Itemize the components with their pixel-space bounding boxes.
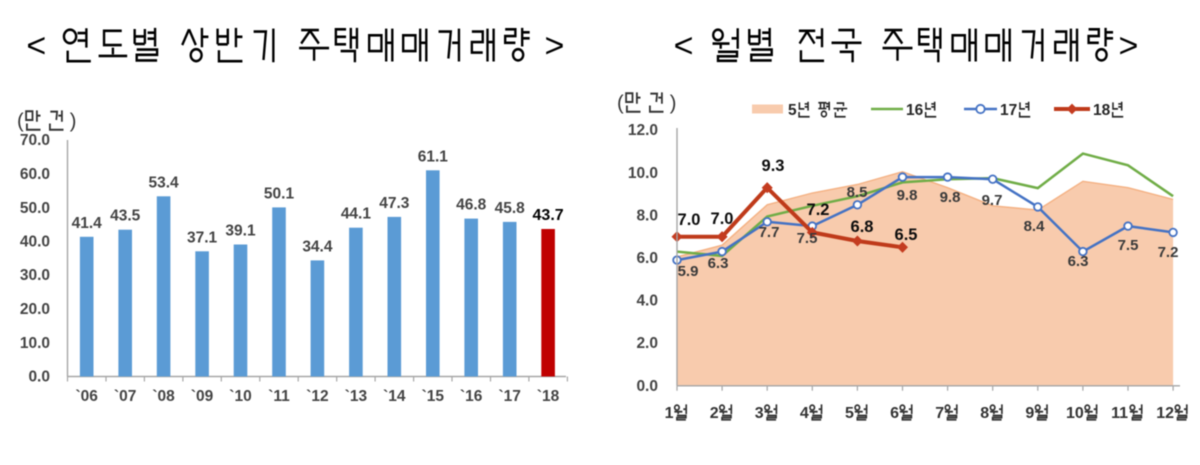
svg-text:): ) [70,111,77,133]
svg-text:0.0: 0.0 [28,369,50,386]
svg-text:47.3: 47.3 [379,195,410,212]
svg-text:7: 7 [935,405,944,422]
svg-text:`09: `09 [191,388,214,405]
svg-text:17: 17 [1000,102,1017,119]
svg-text:50.1: 50.1 [264,185,295,202]
svg-text:60.0: 60.0 [20,166,50,183]
svg-text:16: 16 [906,102,924,119]
svg-text:20.0: 20.0 [20,301,50,318]
svg-text:7.5: 7.5 [797,230,818,247]
svg-text:<: < [674,27,703,65]
svg-text:`07: `07 [114,388,136,405]
svg-text:`16: `16 [460,388,483,405]
svg-text:`12: `12 [306,388,328,405]
svg-text:7.2: 7.2 [807,201,830,219]
svg-text:5.9: 5.9 [678,263,699,280]
svg-text:9: 9 [1025,405,1034,422]
svg-text:`13: `13 [345,388,368,405]
svg-text:`18: `18 [537,388,560,405]
svg-text:8.4: 8.4 [1024,218,1046,235]
svg-text:39.1: 39.1 [225,223,256,240]
svg-text:6.3: 6.3 [1068,253,1089,270]
svg-text:8.5: 8.5 [847,184,868,201]
svg-text:6.0: 6.0 [636,250,658,267]
svg-text:9.3: 9.3 [762,157,785,175]
svg-text:7.5: 7.5 [1118,237,1139,254]
svg-text:3: 3 [755,405,764,422]
svg-text:12: 12 [1156,405,1174,422]
svg-text:53.4: 53.4 [149,174,180,191]
svg-text:44.1: 44.1 [341,206,372,223]
svg-text:9.7: 9.7 [982,192,1003,209]
svg-text:>: > [535,27,564,65]
svg-text:`11: `11 [268,388,290,405]
svg-text:46.8: 46.8 [456,197,487,214]
svg-text:`10: `10 [229,388,251,405]
svg-text:41.4: 41.4 [72,215,103,232]
svg-text:2: 2 [710,405,719,422]
svg-text:8.0: 8.0 [636,207,658,224]
svg-text:10.0: 10.0 [628,165,658,182]
svg-text:8: 8 [980,405,989,422]
svg-text:4.0: 4.0 [636,293,658,310]
svg-text:>: > [1119,27,1139,65]
svg-text:(: ( [17,111,24,133]
svg-text:61.1: 61.1 [418,148,449,165]
svg-text:37.1: 37.1 [187,229,218,246]
svg-text:43.5: 43.5 [110,208,141,225]
svg-text:18: 18 [1093,102,1111,119]
svg-text:50.0: 50.0 [20,200,50,217]
svg-text:6.3: 6.3 [708,255,729,272]
svg-text:7.2: 7.2 [1158,244,1179,261]
svg-text:`14: `14 [383,388,406,405]
svg-text:43.7: 43.7 [533,207,564,224]
svg-text:5: 5 [845,405,854,422]
svg-text:30.0: 30.0 [20,267,50,284]
svg-text:0.0: 0.0 [636,378,658,395]
svg-text:7.7: 7.7 [759,224,780,241]
svg-text:7.0: 7.0 [678,211,701,229]
svg-text:40.0: 40.0 [20,234,50,251]
svg-text:4: 4 [800,405,809,422]
svg-text:`06: `06 [75,388,98,405]
svg-text:45.8: 45.8 [495,200,526,217]
svg-text:6.8: 6.8 [851,218,874,236]
svg-text:34.4: 34.4 [302,238,333,255]
svg-text:): ) [670,93,677,115]
svg-text:5: 5 [788,102,797,119]
svg-text:11: 11 [1111,405,1128,422]
svg-text:9.8: 9.8 [897,187,918,204]
svg-text:1: 1 [665,405,674,422]
svg-text:10: 10 [1066,405,1084,422]
svg-text:12.0: 12.0 [628,122,658,139]
svg-text:`17: `17 [498,388,520,405]
svg-text:7.0: 7.0 [711,210,734,228]
svg-text:10.0: 10.0 [20,335,50,352]
svg-text:2.0: 2.0 [636,335,658,352]
svg-text:`08: `08 [152,388,175,405]
svg-text:<: < [26,27,55,65]
svg-text:6: 6 [890,405,899,422]
svg-text:70.0: 70.0 [20,132,50,149]
svg-text:(: ( [617,93,624,115]
svg-text:`15: `15 [422,388,445,405]
svg-text:6.5: 6.5 [895,226,918,244]
svg-text:9.8: 9.8 [940,189,961,206]
